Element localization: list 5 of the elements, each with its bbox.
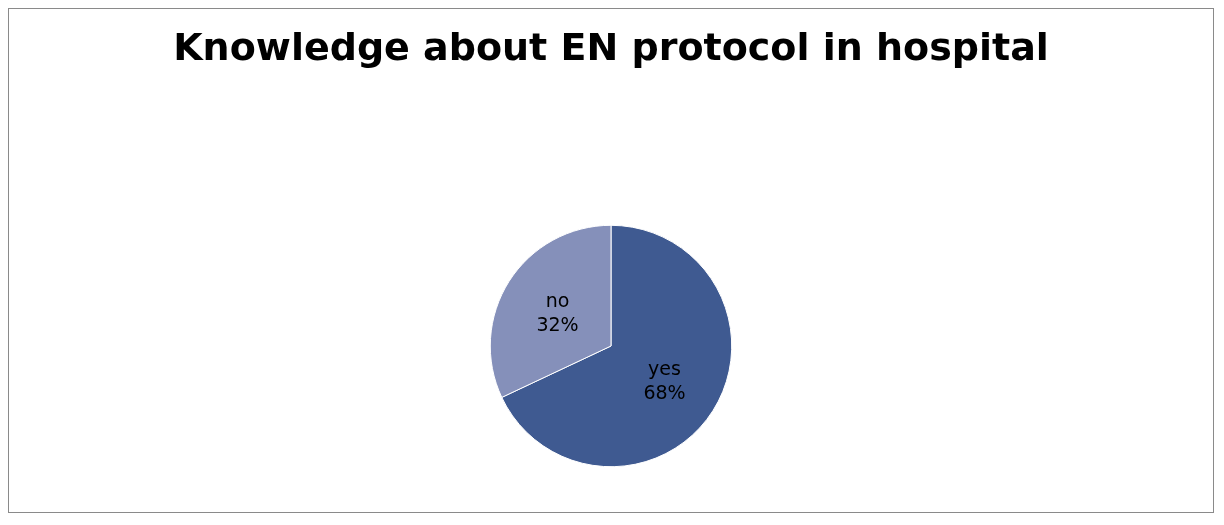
- slice-label: yes: [648, 356, 681, 379]
- data-label: 32%: [536, 313, 579, 336]
- data-label: 68%: [643, 380, 686, 403]
- chart-title: Knowledge about EN protocol in hospital: [173, 25, 1049, 69]
- slice-label: no: [545, 289, 570, 312]
